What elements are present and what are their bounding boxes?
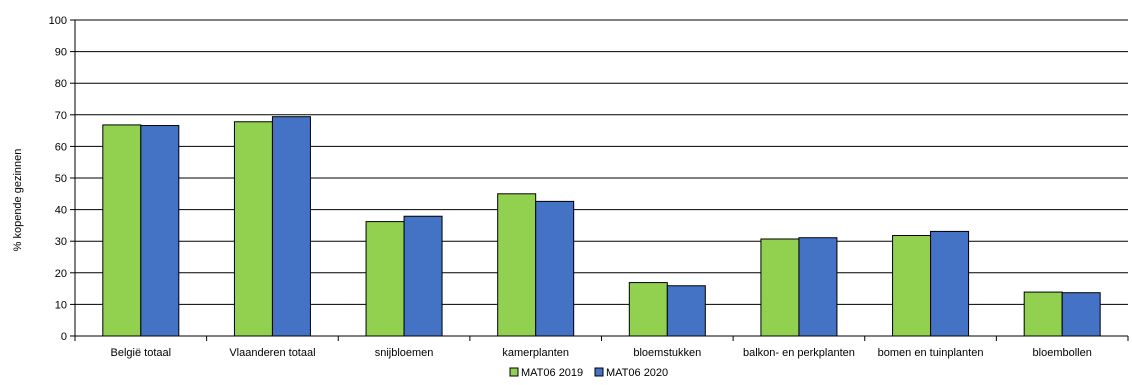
x-category-label: bloemstukken [633, 347, 701, 359]
y-tick-label: 0 [61, 331, 67, 343]
y-tick-label: 40 [55, 205, 67, 217]
y-tick-label: 30 [55, 236, 67, 248]
y-tick-label: 100 [49, 15, 67, 27]
gridlines [75, 19, 1128, 305]
bars [102, 116, 1101, 337]
x-category-label: bomen en tuinplanten [878, 347, 984, 359]
x-category-label: balkon- en perkplanten [743, 347, 855, 359]
legend: MAT06 2019 MAT06 2020 [509, 367, 668, 379]
x-category-label: kamerplanten [502, 347, 569, 359]
bar-mat06-2020 [535, 200, 575, 337]
y-tick-label: 20 [55, 268, 67, 280]
y-tick-label: 50 [55, 173, 67, 185]
x-category-label: snijbloemen [375, 347, 434, 359]
y-axis-ticks: 0 10 20 30 40 50 60 70 80 90 100 [49, 15, 75, 343]
bar-mat06-2019 [892, 235, 932, 337]
bar-mat06-2020 [271, 116, 311, 337]
legend-swatch [594, 367, 604, 377]
y-tick-label: 60 [55, 141, 67, 153]
bar-mat06-2020 [140, 125, 180, 337]
y-tick-label: 80 [55, 78, 67, 90]
legend-swatch [509, 367, 519, 377]
legend-label: MAT06 2020 [606, 367, 668, 379]
y-tick-label: 10 [55, 299, 67, 311]
y-axis-title: % kopende gezinnen [12, 149, 24, 252]
bar-mat06-2019 [497, 193, 537, 337]
bar-mat06-2020 [403, 215, 443, 337]
y-tick-label: 90 [55, 47, 67, 59]
bar-mat06-2020 [930, 230, 970, 337]
bar-mat06-2019 [628, 282, 668, 337]
y-tick-label: 70 [55, 110, 67, 122]
x-category-label: Vlaanderen totaal [229, 347, 315, 359]
axes [74, 20, 1129, 341]
legend-label: MAT06 2019 [521, 367, 583, 379]
bar-mat06-2019 [233, 121, 273, 337]
bar-mat06-2019 [102, 124, 142, 337]
bar-mat06-2019 [365, 221, 405, 337]
x-category-label: België totaal [111, 347, 172, 359]
bar-mat06-2019 [760, 238, 800, 337]
bar-mat06-2019 [1023, 291, 1063, 337]
x-category-label: bloembollen [1033, 347, 1092, 359]
bar-mat06-2020 [798, 237, 838, 337]
x-axis-labels: België totaal Vlaanderen totaal snijbloeme… [111, 347, 1092, 359]
bar-mat06-2020 [1061, 292, 1101, 337]
bar-mat06-2020 [666, 285, 706, 337]
